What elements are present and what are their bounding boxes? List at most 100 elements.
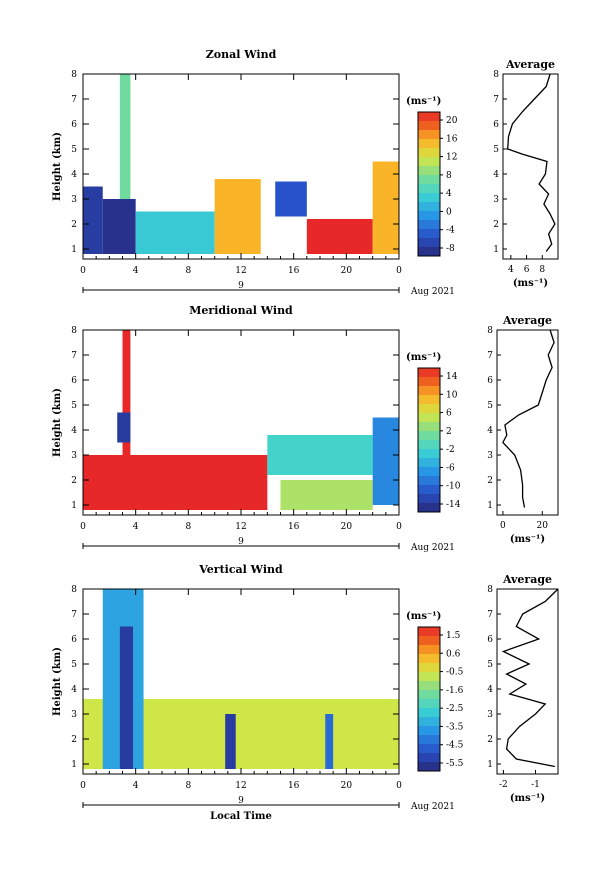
average-y-tick-label: 4 (487, 685, 493, 695)
colorbar-segment (418, 476, 440, 486)
heatmap-cell (267, 435, 373, 475)
colorbar-segment (418, 699, 440, 709)
x-tick-label: 0 (396, 522, 402, 532)
colorbar-frame (417, 367, 441, 513)
colorbar-segment (418, 717, 440, 727)
heatmap-cell (122, 330, 131, 455)
average-y-tick-label: 3 (487, 451, 493, 461)
heatmap-cell (275, 181, 307, 217)
colorbar-segment (418, 377, 440, 387)
colorbar-tick-label: -3.5 (446, 722, 464, 732)
y-tick-label: 6 (71, 376, 77, 386)
colorbar-segment (418, 753, 440, 763)
average-profile-line (501, 588, 559, 768)
heatmap-cell (306, 219, 373, 254)
y-tick-label: 4 (71, 685, 77, 695)
average-frame (496, 588, 559, 775)
x-tick-label: 12 (235, 781, 246, 791)
average-y-tick-label: 1 (493, 245, 499, 255)
colorbar-segment (418, 386, 440, 396)
average-y-tick-label: 7 (493, 95, 499, 105)
colorbar-tick-label: 0.6 (446, 649, 461, 659)
colorbar-segment (418, 708, 440, 718)
colorbar-tick-label: -6 (446, 463, 455, 473)
colorbar-segment (418, 121, 440, 131)
y-tick-label: 8 (71, 70, 77, 80)
average-y-tick-label: 1 (487, 501, 493, 511)
date-day-label: 9 (238, 537, 244, 547)
x-tick-label: 20 (341, 266, 353, 276)
colorbar-tick-label: 4 (446, 189, 452, 199)
average-y-tick-label: 6 (493, 120, 499, 130)
colorbar-frame (417, 626, 441, 772)
heatmap-cell (83, 186, 103, 254)
y-tick-label: 7 (71, 610, 77, 620)
heatmap-cell (325, 714, 334, 769)
colorbar-segment (418, 229, 440, 239)
y-tick-label: 2 (71, 735, 77, 745)
average-y-tick-label: 6 (487, 635, 493, 645)
heatmap-cell (117, 412, 131, 443)
heatmap-cell (372, 161, 399, 254)
y-tick-label: 5 (71, 401, 77, 411)
heatmap-cell (225, 714, 236, 769)
colorbar-segment (418, 681, 440, 691)
panel-title: Meridional Wind (189, 304, 293, 317)
colorbar-segment (418, 184, 440, 194)
colorbar-tick-label: 0 (446, 207, 452, 217)
average-y-tick-label: 2 (487, 476, 493, 486)
x-tick-label: 0 (396, 266, 402, 276)
colorbar-segment (418, 663, 440, 673)
average-y-tick-label: 2 (487, 735, 493, 745)
heatmap-cell (135, 211, 215, 254)
x-tick-label: 0 (80, 266, 86, 276)
average-y-tick-label: 8 (487, 585, 493, 595)
colorbar-segment (418, 422, 440, 432)
colorbar-segment (418, 431, 440, 441)
colorbar-tick-label: -2 (446, 445, 455, 455)
colorbar-segment (418, 220, 440, 230)
y-tick-label: 2 (71, 476, 77, 486)
colorbar-frame (417, 111, 441, 257)
average-y-tick-label: 1 (487, 760, 493, 770)
average-x-tick-label: 6 (524, 265, 530, 275)
x-tick-label: 0 (80, 522, 86, 532)
colorbar-tick-label: -5.5 (446, 759, 464, 769)
colorbar-segment (418, 202, 440, 212)
date-day-label: 9 (238, 796, 244, 806)
heatmap-cell (83, 455, 268, 510)
heatmap-cell (280, 480, 373, 510)
colorbar-tick-label: 10 (446, 390, 458, 400)
y-axis-label: Height (km) (52, 132, 63, 201)
x-tick-label: 16 (288, 781, 300, 791)
average-frame (496, 329, 559, 516)
average-x-tick-label: 4 (508, 265, 514, 275)
average-x-label: (ms⁻¹) (510, 793, 545, 804)
average-y-tick-label: 2 (493, 220, 499, 230)
average-x-tick-label: -1 (531, 780, 540, 790)
colorbar-tick-label: 8 (446, 171, 452, 181)
heatmap-cell (119, 74, 131, 199)
x-tick-label: 12 (235, 522, 246, 532)
heatmap-cell (102, 199, 136, 254)
y-tick-label: 3 (71, 451, 77, 461)
colorbar-segment (418, 175, 440, 185)
colorbar-segment (418, 395, 440, 405)
x-tick-label: 8 (185, 522, 191, 532)
colorbar-tick-label: 12 (446, 153, 457, 163)
colorbar-segment (418, 130, 440, 140)
colorbar-tick-label: -4.5 (446, 741, 464, 751)
colorbar-segment (418, 368, 440, 378)
colorbar-segment (418, 627, 440, 637)
colorbar-tick-label: 1.5 (446, 631, 461, 641)
x-tick-label: 4 (133, 522, 139, 532)
average-y-tick-label: 7 (487, 351, 493, 361)
y-tick-label: 2 (71, 220, 77, 230)
colorbar-segment (418, 238, 440, 248)
average-y-tick-label: 5 (493, 145, 499, 155)
colorbar-segment (418, 247, 440, 257)
colorbar-segment (418, 735, 440, 745)
colorbar-tick-label: -2.5 (446, 704, 464, 714)
colorbar-segment (418, 193, 440, 203)
